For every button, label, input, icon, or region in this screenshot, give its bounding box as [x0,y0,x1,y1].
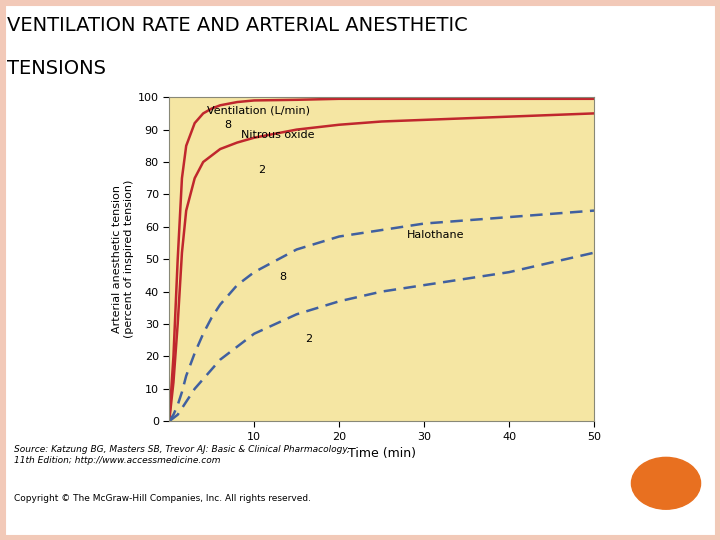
Text: Halothane: Halothane [407,230,464,240]
Text: 8: 8 [225,120,232,130]
Text: TENSIONS: TENSIONS [7,59,107,78]
X-axis label: Time (min): Time (min) [348,447,415,460]
Text: Ventilation (L/min): Ventilation (L/min) [207,105,310,116]
Text: Copyright © The McGraw-Hill Companies, Inc. All rights reserved.: Copyright © The McGraw-Hill Companies, I… [14,494,311,503]
Text: VENTILATION RATE AND ARTERIAL ANESTHETIC: VENTILATION RATE AND ARTERIAL ANESTHETIC [7,16,468,35]
Text: 2: 2 [258,165,266,176]
Text: Nitrous oxide: Nitrous oxide [241,130,315,140]
Text: Source: Katzung BG, Masters SB, Trevor AJ: Basic & Clinical Pharmacology,
11th E: Source: Katzung BG, Masters SB, Trevor A… [14,446,350,465]
Y-axis label: Arterial anesthetic tension
(percent of inspired tension): Arterial anesthetic tension (percent of … [112,180,134,339]
Text: 8: 8 [279,272,287,282]
Text: 2: 2 [305,334,312,344]
